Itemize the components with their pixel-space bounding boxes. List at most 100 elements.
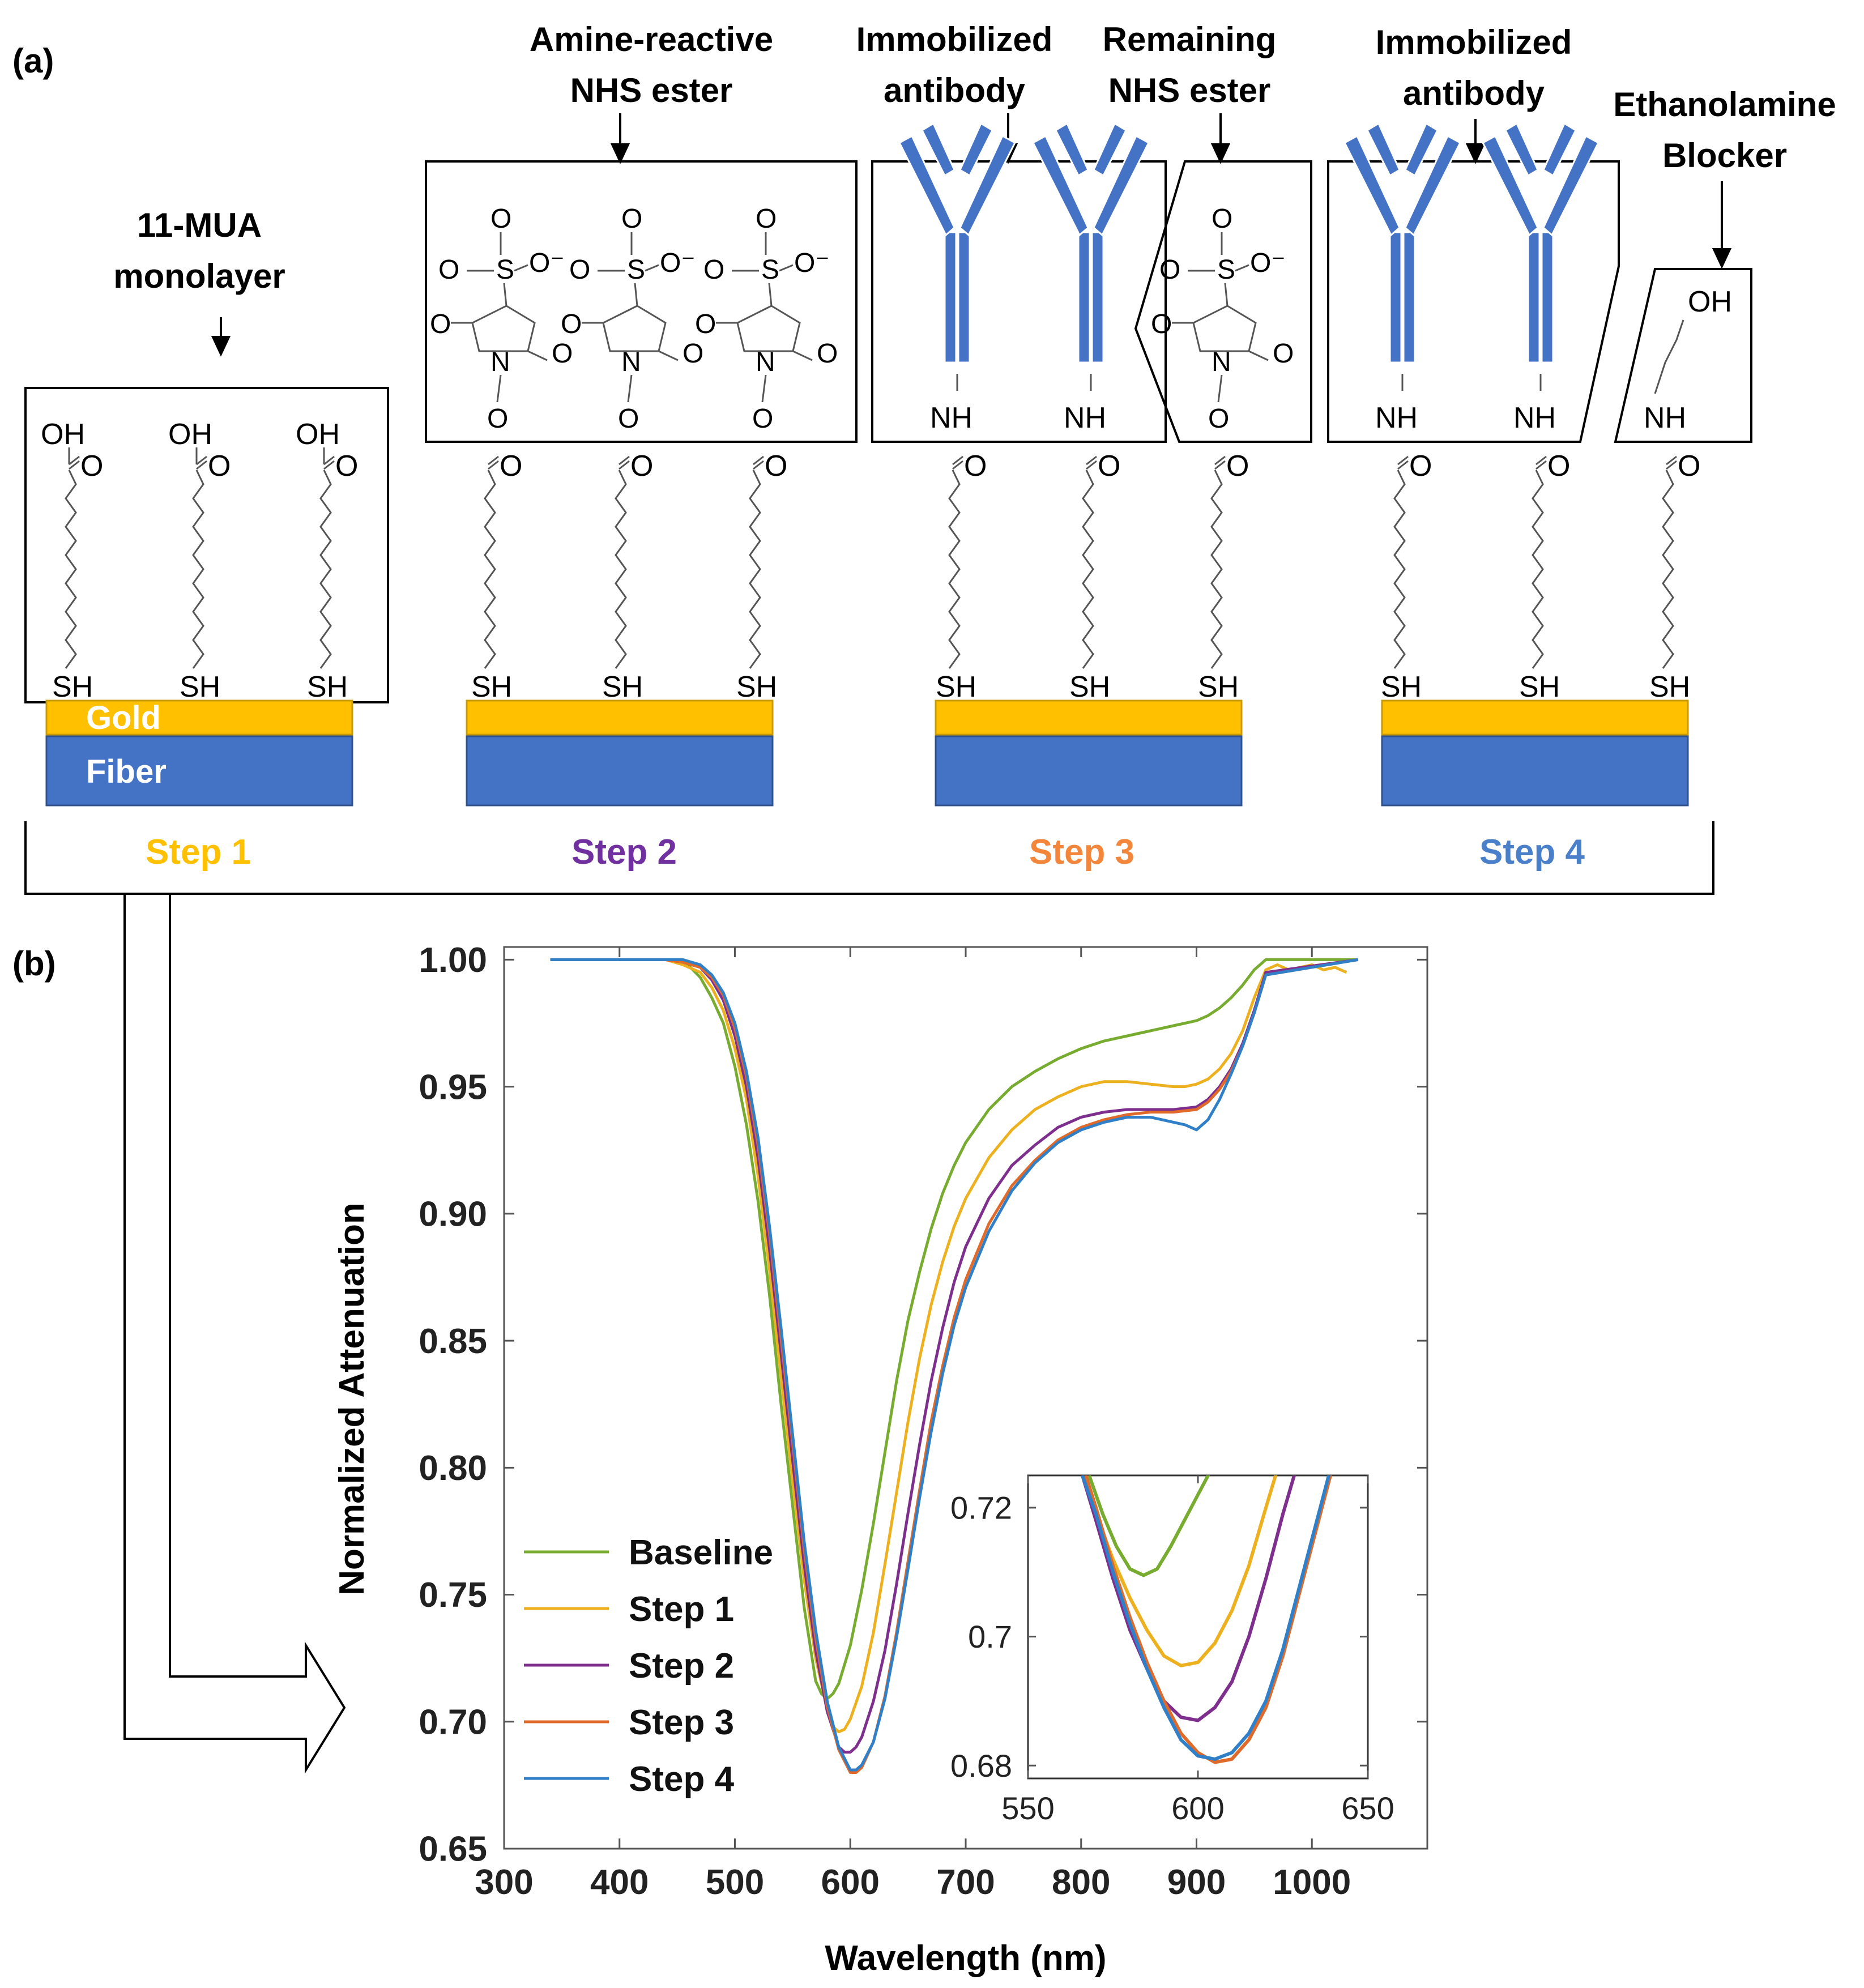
label-immob2-line2: antibody [1403, 74, 1545, 112]
label-ethanolamine-line2: Blocker [1662, 136, 1787, 174]
thiol-label: SH [471, 671, 512, 703]
antibody-fab-arm [898, 134, 956, 237]
carbonyl-bond [1535, 460, 1547, 470]
ester-oxygen: O [1208, 404, 1229, 434]
pointer-arrow-1-head [211, 336, 231, 357]
legend-label-1: Baseline [629, 1533, 773, 1572]
thiol-label: SH [1519, 671, 1560, 703]
thiol-label: SH [180, 671, 220, 703]
x-tick-label: 1000 [1273, 1863, 1351, 1902]
bond [645, 264, 659, 272]
oxygen-label: O [964, 450, 987, 483]
x-tick-label: 400 [590, 1863, 649, 1902]
legend: Baseline Step 1 Step 2 Step 3 Step 4 [524, 1533, 773, 1799]
thiol-label: SH [52, 671, 93, 703]
label-11-mua-line2: monolayer [113, 257, 285, 295]
carbonyl-bond [323, 460, 335, 470]
sulfonate-oxygen: O [703, 255, 724, 285]
amine-label: NH [1064, 402, 1106, 434]
carbonyl-bond [488, 460, 499, 470]
oxygen-label: O [500, 450, 522, 483]
sulfur-label: S [761, 255, 779, 285]
thiol-label: SH [1198, 671, 1239, 703]
label-11-mua: 11-MUA monolayer [113, 206, 285, 295]
bond [514, 264, 528, 272]
y-tick-label: 0.85 [419, 1322, 487, 1361]
amine-label: NH [1375, 402, 1418, 434]
carbonyl-oxygen: O [1273, 339, 1294, 369]
carbonyl-bond [1086, 460, 1097, 470]
carbonyl-bond [1397, 460, 1409, 470]
x-tick-label: 550 [1001, 1790, 1054, 1826]
gold-label: Gold [86, 699, 161, 736]
antibody-heavy-chain [1389, 231, 1402, 364]
carbonyl-oxygen: O [695, 309, 716, 339]
bond [1217, 374, 1223, 403]
y-tick-label: 0.90 [419, 1195, 487, 1234]
x-tick-label: 600 [1171, 1790, 1224, 1826]
label-immobilized-1: Immobilized antibody [856, 20, 1053, 109]
antibody-light-chain [1404, 122, 1439, 177]
thiol-label: SH [1649, 671, 1690, 703]
label-immob1-line2: antibody [884, 71, 1026, 109]
oxygen-label: O [1678, 450, 1700, 483]
carbonyl-bond [323, 455, 335, 466]
carbonyl-bond [69, 455, 80, 466]
flow-arrow [123, 893, 346, 1774]
sulfonate-oxygen: O [1159, 255, 1180, 285]
thiol-label: SH [736, 671, 777, 703]
series-line-5 [550, 958, 1359, 1772]
alkyl-chain [319, 470, 332, 669]
ethanolamine-chain [1654, 319, 1684, 394]
box-ethanolamine [1614, 268, 1752, 443]
carbonyl-bond [1214, 460, 1226, 470]
antibody-light-chain [1055, 122, 1089, 177]
bond [779, 264, 794, 272]
y-tick-label: 0.68 [950, 1748, 1012, 1784]
substrate-step2 [466, 699, 774, 807]
label-remaining-line1: Remaining [1103, 20, 1277, 58]
legend-label-4: Step 3 [629, 1703, 734, 1742]
label-nhs-ester: Amine-reactive NHS ester [530, 20, 773, 109]
alkyl-chain [1532, 470, 1544, 669]
succinimide-ring [602, 305, 667, 352]
label-immob2-line1: Immobilized [1376, 23, 1572, 61]
oxygen-label: O [765, 450, 787, 483]
label-nhs-line2: NHS ester [570, 71, 733, 109]
thiol-label: SH [307, 671, 348, 703]
sulfonate-oxygen: O [621, 204, 642, 234]
fiber-layer [466, 735, 774, 807]
y-tick-label: 1.00 [419, 941, 487, 980]
hydroxyl-label: OH [41, 418, 85, 451]
x-tick-label: 600 [821, 1863, 880, 1902]
carbonyl-bond [952, 460, 963, 470]
sulfonate-oxygen-negative: O⁻ [794, 248, 830, 278]
antibody-heavy-chain [1402, 231, 1416, 364]
label-11-mua-line1: 11-MUA [137, 206, 262, 244]
fiber-layer [45, 735, 353, 807]
series-line-2 [1081, 1475, 1278, 1667]
carbonyl-oxygen: O [817, 339, 838, 369]
panel-label-b: (b) [12, 945, 56, 983]
sulfonate-oxygen: O [569, 255, 590, 285]
pointer-arrow-4-head [1210, 143, 1231, 164]
legend-label-3: Step 2 [629, 1646, 734, 1686]
fiber-layer [935, 735, 1243, 807]
thiol-label: SH [936, 671, 976, 703]
nitrogen-label: N [490, 347, 510, 377]
x-tick-label: 700 [936, 1863, 995, 1902]
sulfonate-oxygen: O [490, 204, 511, 234]
box-antibody-1 [871, 160, 1167, 443]
pointer-arrows [211, 113, 1732, 357]
x-tick-label: 300 [475, 1863, 533, 1902]
carbonyl-oxygen: O [552, 339, 573, 369]
label-ethanolamine-line1: Ethanolamine [1613, 86, 1836, 123]
bond [1248, 350, 1269, 361]
carbonyl-bond [619, 455, 630, 466]
label-immobilized-2: Immobilized antibody [1376, 23, 1572, 112]
oxygen-label: O [1547, 450, 1570, 483]
